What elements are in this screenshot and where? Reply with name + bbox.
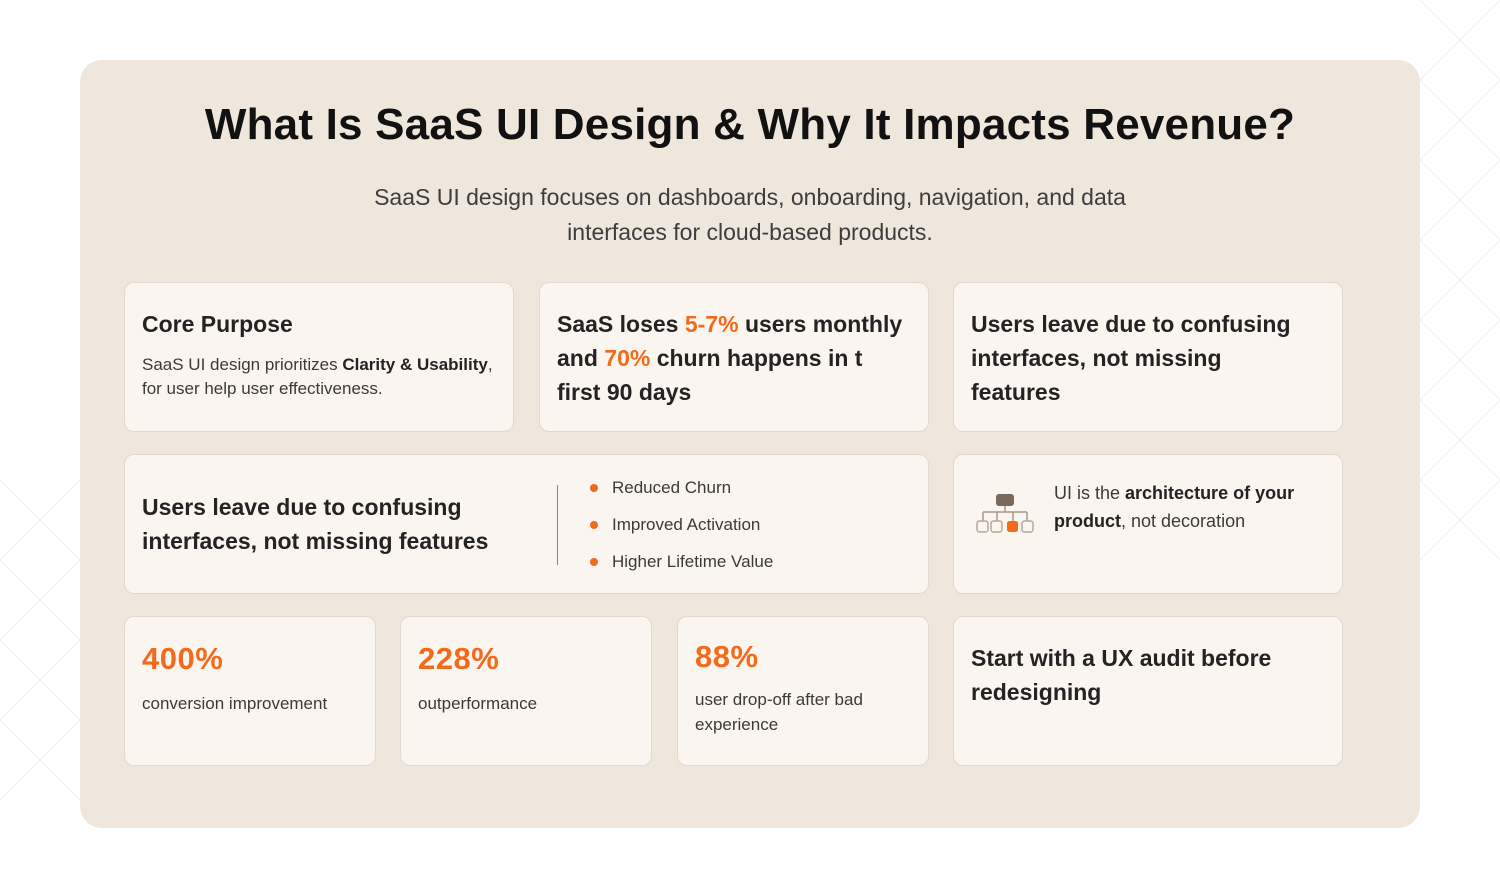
- benefits-divider: [557, 485, 558, 565]
- core-purpose-body: SaaS UI design prioritizes Clarity & Usa…: [142, 355, 493, 398]
- bullet-dot: [590, 484, 598, 492]
- bullet-dot: [590, 521, 598, 529]
- stat-label: user drop-off after bad experience: [695, 690, 863, 734]
- stat-value: 88%: [695, 639, 759, 674]
- stat-label: conversion improvement: [142, 694, 328, 713]
- benefits-card: Users leave due to confusing interfaces,…: [124, 454, 929, 594]
- stat-value: 400%: [142, 641, 224, 676]
- stat-card-conversion: 400% conversion improvement: [124, 616, 376, 766]
- architecture-card: UI is the architecture of your product, …: [953, 454, 1343, 594]
- benefit-item: Higher Lifetime Value: [590, 551, 773, 588]
- benefits-list: Reduced Churn Improved Activation Higher…: [590, 477, 773, 588]
- benefit-item: Reduced Churn: [590, 477, 773, 514]
- architecture-text: UI is the architecture of your product, …: [1054, 483, 1295, 531]
- hierarchy-icon: [976, 494, 1034, 533]
- core-purpose-emphasis: Clarity & Usability: [342, 355, 488, 374]
- page-title: What Is SaaS UI Design & Why It Impacts …: [204, 100, 1296, 149]
- leave-reason-heading: Users leave due to confusing interfaces,…: [971, 311, 1291, 405]
- churn-stat-card: SaaS loses 5-7% users monthly and 70% ch…: [539, 282, 929, 432]
- leave-reason-card: Users leave due to confusing interfaces,…: [953, 282, 1343, 432]
- benefits-heading: Users leave due to confusing interfaces,…: [142, 494, 489, 554]
- stat-value: 228%: [418, 641, 500, 676]
- churn-stat-text: SaaS loses 5-7% users monthly and 70% ch…: [557, 311, 903, 405]
- audit-heading: Start with a UX audit before redesigning: [971, 645, 1272, 705]
- stat-label: outperformance: [418, 694, 538, 713]
- core-purpose-heading: Core Purpose: [142, 311, 293, 337]
- stat-card-outperformance: 228% outperformance: [400, 616, 652, 766]
- stat-card-dropoff: 88% user drop-off after bad experience: [677, 616, 929, 766]
- audit-card: Start with a UX audit before redesigning: [953, 616, 1343, 766]
- page-subtitle: SaaS UI design focuses on dashboards, on…: [300, 180, 1200, 250]
- architecture-emphasis: architecture of your product: [1054, 483, 1295, 531]
- bullet-dot: [590, 558, 598, 566]
- core-purpose-card: Core Purpose SaaS UI design prioritizes …: [124, 282, 514, 432]
- churn-early-percent: 70%: [604, 345, 651, 371]
- benefit-item: Improved Activation: [590, 514, 773, 551]
- subtitle-line-2: interfaces for cloud-based products.: [567, 219, 933, 245]
- subtitle-line-1: SaaS UI design focuses on dashboards, on…: [374, 184, 1126, 210]
- churn-monthly-percent: 5-7%: [684, 311, 739, 337]
